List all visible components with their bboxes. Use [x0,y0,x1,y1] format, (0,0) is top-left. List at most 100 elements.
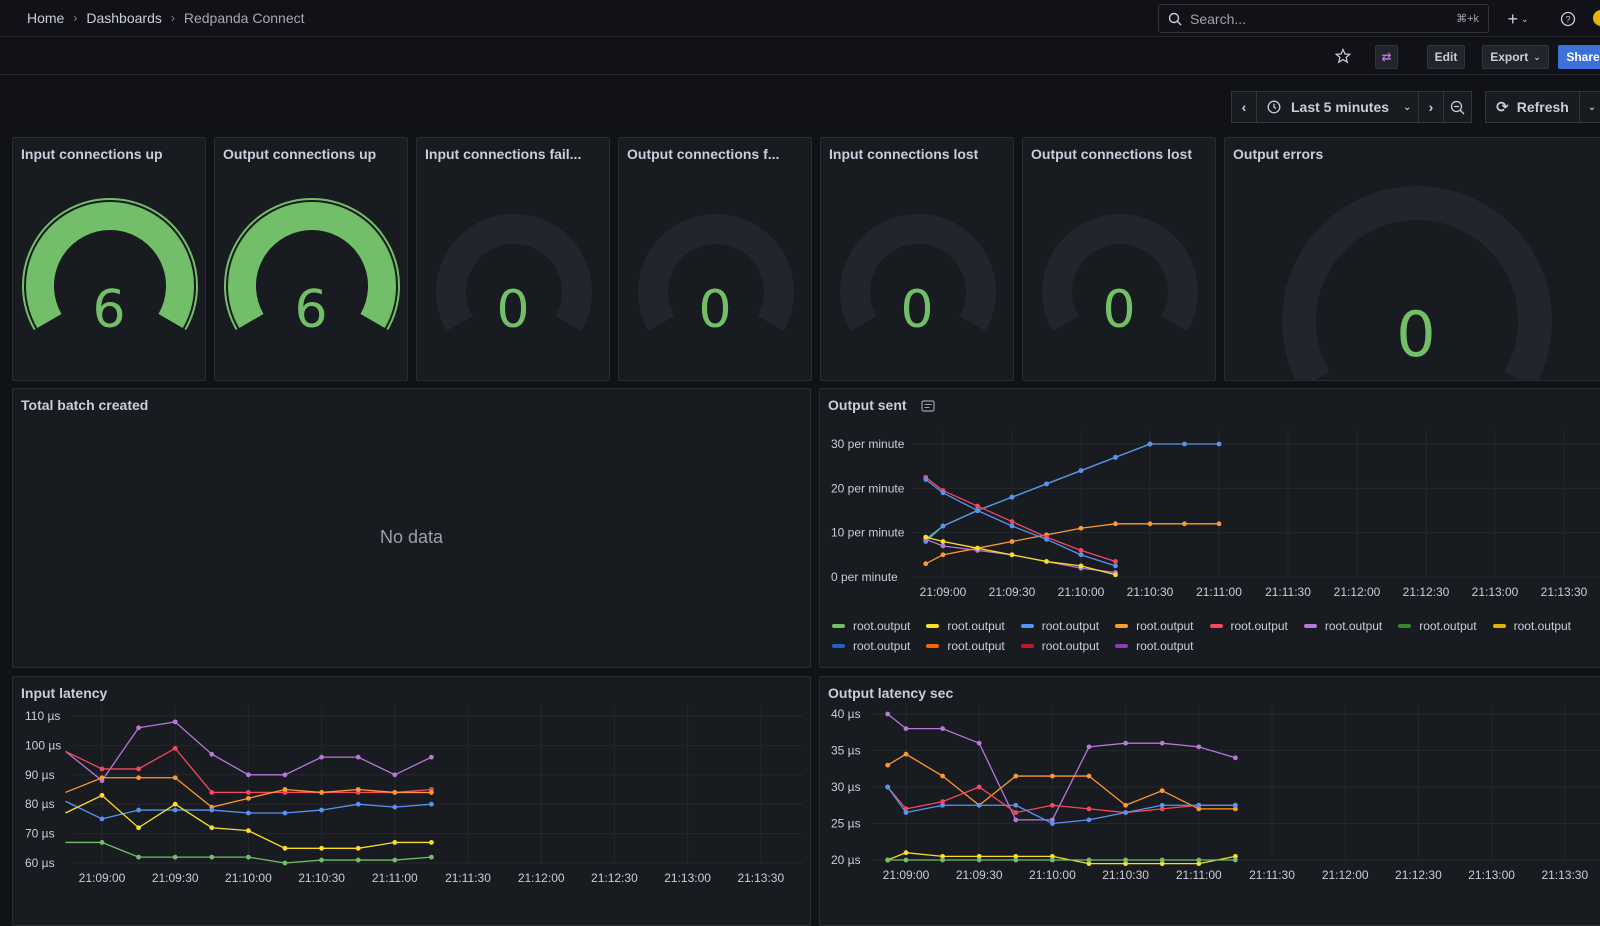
legend-item[interactable]: root.output [1020,619,1099,633]
data-point [246,772,251,778]
data-point [99,816,105,822]
legend-swatch [1020,624,1034,628]
series-line [925,443,1219,543]
data-point [903,850,909,856]
help-button[interactable]: ? [1558,9,1578,29]
add-button[interactable]: + ⌄ [1507,8,1528,29]
x-tick-label: 21:13:00 [1472,585,1519,599]
data-point [1086,744,1092,750]
data-point [172,745,178,751]
data-point [1044,536,1049,542]
data-point [1050,857,1055,863]
panel-info-icon [921,400,935,412]
data-point [1044,559,1049,564]
legend-item[interactable]: root.output [926,639,1005,653]
breadcrumb-home[interactable]: Home [27,10,65,26]
data-point [282,772,288,778]
legend-item[interactable]: root.output [1115,619,1194,633]
data-point [136,775,141,781]
data-point [885,762,891,768]
data-point [903,726,909,731]
no-data-message: No data [379,527,444,547]
legend-item[interactable]: root.output [1492,619,1571,633]
data-point [1009,519,1015,524]
refresh-button[interactable]: ⟳ Refresh [1485,91,1580,123]
time-forward-button[interactable]: › [1418,91,1444,123]
gauge-value: 0 [496,280,530,340]
data-point [976,740,982,746]
gauge-value: 6 [92,280,126,340]
legend-item[interactable]: root.output [1020,639,1099,653]
data-point [940,853,945,859]
data-point [940,523,946,529]
zoom-out-button[interactable] [1443,91,1472,123]
x-tick-label: 21:13:30 [1541,868,1588,882]
gauge-track [1042,214,1198,331]
legend-swatch [1115,624,1129,628]
legend-label: root.output [1419,619,1477,633]
legend-item[interactable]: root.output [1398,619,1477,633]
gauge-track [1282,186,1552,380]
avatar[interactable] [1593,10,1600,26]
data-point [282,845,288,851]
export-button[interactable]: Export ⌄ [1482,45,1549,69]
data-point [1123,810,1128,815]
plus-icon: + [1507,8,1518,29]
data-point [1113,572,1118,578]
data-point [136,725,141,731]
time-back-button[interactable]: ‹ [1231,91,1257,123]
star-button[interactable] [1333,46,1353,66]
x-tick-label: 21:09:30 [956,868,1003,882]
data-point [1050,773,1055,779]
data-point [172,775,178,781]
data-point [1009,523,1015,529]
data-point [319,857,324,863]
data-point [940,773,945,779]
legend-item[interactable]: root.output [1115,639,1194,653]
search-box[interactable]: ⌘+k [1158,4,1489,33]
panel-title: Output errors [1233,146,1324,162]
series-line [925,476,1116,563]
data-point [355,754,361,760]
data-point [392,857,398,863]
legend-item[interactable]: root.output [1303,619,1382,633]
data-point [923,534,929,540]
edit-button[interactable]: Edit [1427,45,1465,69]
legend-item[interactable]: root.output [926,619,1005,633]
search-input[interactable] [1190,10,1457,27]
data-point [319,845,324,851]
refresh-interval-button[interactable]: ⌄ [1579,91,1600,123]
data-point [1233,857,1238,863]
time-range-picker[interactable]: Last 5 minutes ⌄ [1256,91,1419,123]
x-tick-label: 21:11:30 [1265,585,1311,599]
data-point [246,810,251,816]
data-point [1078,563,1084,569]
panel-title: Input connections fail... [425,146,582,162]
legend-item[interactable]: root.output [832,639,910,653]
data-point [903,810,909,815]
data-point [282,860,288,866]
x-tick-label: 21:12:00 [518,871,565,885]
data-point [1159,861,1165,867]
legend-item[interactable]: root.output [832,619,910,633]
share-link-button[interactable]: ⇄ [1375,45,1398,69]
x-tick-label: 21:12:30 [1395,868,1442,882]
x-tick-label: 21:13:30 [737,871,784,885]
data-point [1159,788,1165,794]
breadcrumb-dashboards[interactable]: Dashboards [86,10,162,26]
panel-title: Output sent [828,397,907,413]
share-button[interactable]: Share [1558,45,1600,69]
data-point [1013,817,1019,823]
data-point [136,766,141,772]
data-point [209,854,215,860]
data-point [1182,521,1187,527]
panel-title: Input connections up [21,146,163,162]
data-point [99,840,105,845]
x-tick-label: 21:09:30 [152,871,199,885]
gauge-track [840,214,996,331]
data-point [1009,539,1015,544]
legend-label: root.output [1230,619,1288,633]
x-tick-label: 21:11:00 [372,871,418,885]
legend-item[interactable]: root.output [1209,619,1288,633]
data-point [1078,468,1084,473]
